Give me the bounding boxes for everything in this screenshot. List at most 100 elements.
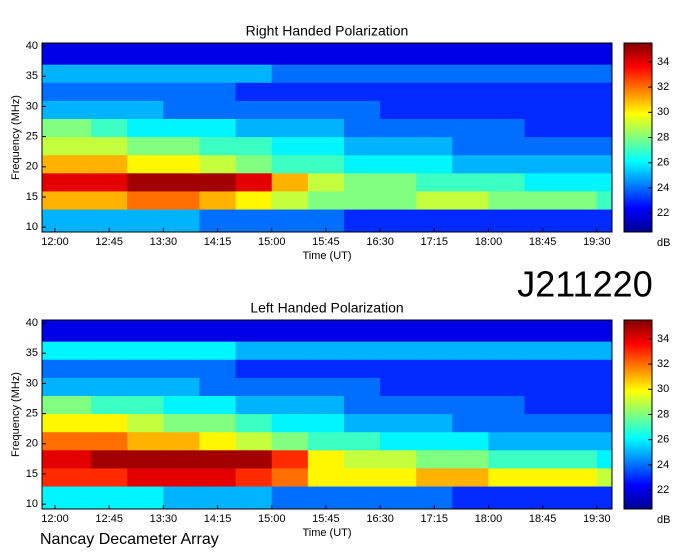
heat-cell: [596, 467, 613, 487]
heat-cell: [42, 467, 92, 487]
heat-cell: [91, 377, 128, 396]
plot-frame: [41, 42, 613, 233]
x-tick-label: 17:15: [421, 236, 449, 248]
heat-cell: [524, 431, 562, 451]
heat-cell: [163, 172, 200, 192]
heat-cell: [524, 486, 562, 510]
heat-cell: [127, 320, 164, 342]
heat-cell: [560, 100, 598, 119]
heat-cell: [416, 431, 453, 451]
heat-cell: [307, 413, 345, 433]
x-tick-label: 15:45: [312, 236, 340, 248]
heat-cell: [42, 449, 92, 469]
heat-cell: [271, 154, 309, 174]
plot-frame: [41, 319, 613, 510]
heat-cell: [524, 136, 562, 156]
heat-cell: [596, 431, 613, 451]
heat-cell: [235, 320, 273, 342]
heat-cell: [42, 190, 92, 210]
colorbar-tick-label: 22: [657, 484, 669, 496]
heat-cell: [488, 172, 526, 192]
heat-cell: [307, 486, 345, 510]
heat-cell: [524, 209, 562, 233]
heat-cell: [307, 377, 345, 396]
y-tick-label: 15: [26, 191, 38, 203]
y-tick-label: 20: [26, 438, 38, 450]
heat-cell: [91, 320, 128, 342]
heat-cell: [380, 449, 417, 469]
heat-cell: [199, 136, 237, 156]
y-tick-label: 40: [26, 317, 38, 329]
heat-cell: [596, 64, 613, 83]
heat-cell: [91, 172, 128, 192]
y-axis-label: Frequency (MHz): [10, 95, 22, 180]
x-tick-label: 12:00: [41, 236, 69, 248]
heat-cell: [163, 377, 200, 396]
heat-cell: [307, 82, 345, 101]
heat-cell: [91, 449, 128, 469]
heat-cell: [91, 431, 128, 451]
heat-cell: [416, 413, 453, 433]
heat-cell: [343, 100, 381, 119]
heat-cell: [163, 118, 200, 138]
heat-cell: [42, 43, 92, 65]
x-tick-label: 13:30: [150, 513, 178, 525]
heat-cell: [380, 190, 417, 210]
heat-cell: [452, 136, 489, 156]
heat-cell: [163, 486, 200, 510]
heat-cell: [596, 209, 613, 233]
heat-cell: [596, 449, 613, 469]
heat-cell: [271, 118, 309, 138]
heat-cell: [235, 154, 273, 174]
heat-cell: [452, 320, 489, 342]
heat-cell: [307, 395, 345, 415]
heat-cell: [380, 136, 417, 156]
heat-cell: [271, 359, 309, 378]
heat-cell: [343, 449, 381, 469]
heat-cell: [416, 100, 453, 119]
heat-cell: [488, 154, 526, 174]
heat-cell: [488, 190, 526, 210]
colorbar-tick-label: 32: [657, 81, 669, 93]
heat-cell: [524, 82, 562, 101]
heat-cell: [163, 449, 200, 469]
heat-cell: [235, 172, 273, 192]
heat-cell: [560, 172, 598, 192]
heat-cell: [343, 431, 381, 451]
heat-cell: [416, 118, 453, 138]
heat-cell: [380, 154, 417, 174]
heat-cell: [524, 154, 562, 174]
x-tick-label: 14:15: [204, 236, 232, 248]
heat-cell: [488, 431, 526, 451]
heat-cell: [199, 486, 237, 510]
heat-cell: [127, 154, 164, 174]
heat-cell: [163, 320, 200, 342]
heat-cell: [488, 486, 526, 510]
heat-cell: [524, 395, 562, 415]
heat-cell: [235, 449, 273, 469]
heat-cell: [235, 82, 273, 101]
heat-cell: [307, 172, 345, 192]
heat-cell: [343, 118, 381, 138]
heat-cell: [127, 413, 164, 433]
heat-cell: [524, 64, 562, 83]
heat-cell: [163, 467, 200, 487]
heat-cell: [235, 100, 273, 119]
heat-cell: [524, 359, 562, 378]
heat-cell: [416, 190, 453, 210]
heat-cell: [343, 82, 381, 101]
colorbar-label: dB: [657, 514, 670, 526]
x-tick-label: 15:00: [258, 236, 286, 248]
heat-cell: [199, 377, 237, 396]
x-tick-label: 18:45: [529, 236, 557, 248]
heat-cell: [452, 154, 489, 174]
x-tick-label: 17:15: [421, 513, 449, 525]
heat-cell: [343, 413, 381, 433]
heat-cell: [560, 43, 598, 65]
heat-cell: [91, 486, 128, 510]
heat-cell: [235, 190, 273, 210]
heat-cell: [560, 209, 598, 233]
heat-cell: [163, 82, 200, 101]
x-tick-label: 12:45: [95, 513, 123, 525]
heat-cell: [488, 449, 526, 469]
